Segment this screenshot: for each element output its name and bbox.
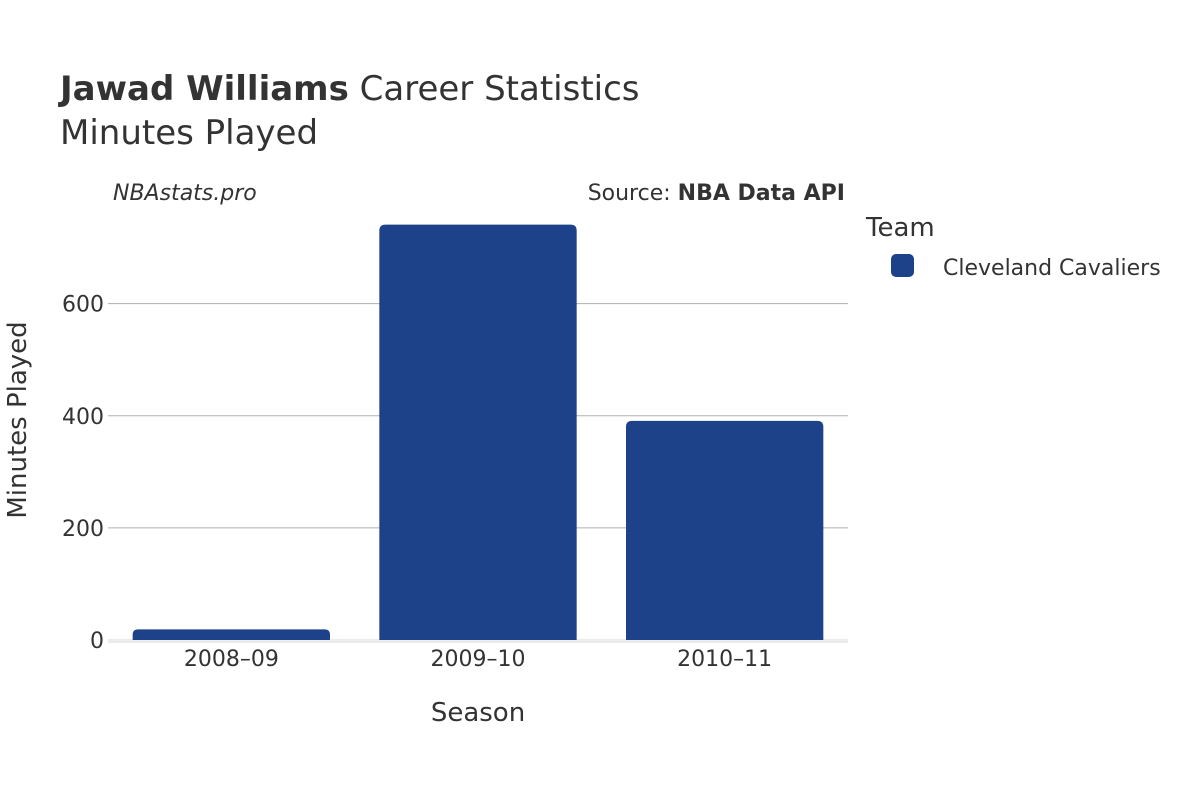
chart-title: Jawad Williams Career Statistics — [58, 69, 640, 109]
source-credit: Source: NBA Data API — [588, 181, 845, 206]
source-prefix: Source: — [588, 181, 678, 206]
legend-item-label[interactable]: Cleveland Cavaliers — [943, 256, 1161, 281]
y-tick-label: 200 — [62, 517, 104, 542]
site-watermark: NBAstats.pro — [113, 181, 257, 206]
bar-2009–10[interactable] — [379, 224, 577, 640]
bar-2010–11[interactable] — [626, 420, 824, 640]
y-tick-label: 400 — [62, 405, 104, 430]
y-axis-title: Minutes Played — [3, 321, 33, 518]
x-tick-label: 2009–10 — [431, 647, 526, 672]
player-name: Jawad Williams — [58, 69, 349, 109]
y-tick-labels: 0 200 400 600 — [62, 293, 104, 654]
bars — [132, 224, 824, 640]
title-suffix: Career Statistics — [349, 69, 640, 109]
legend-title: Team — [865, 213, 935, 243]
y-tick-label: 0 — [90, 629, 104, 654]
x-tick-label: 2010–11 — [677, 647, 772, 672]
bar-2008–09[interactable] — [132, 629, 330, 640]
source-name: NBA Data API — [678, 181, 845, 206]
x-tick-label: 2008–09 — [184, 647, 279, 672]
legend: Cleveland Cavaliers — [891, 254, 1161, 281]
chart-subtitle: Minutes Played — [60, 113, 318, 153]
x-tick-labels: 2008–09 2009–10 2010–11 — [184, 647, 772, 672]
y-tick-label: 600 — [62, 293, 104, 318]
legend-swatch[interactable] — [891, 254, 914, 277]
x-axis-title: Season — [431, 698, 525, 728]
